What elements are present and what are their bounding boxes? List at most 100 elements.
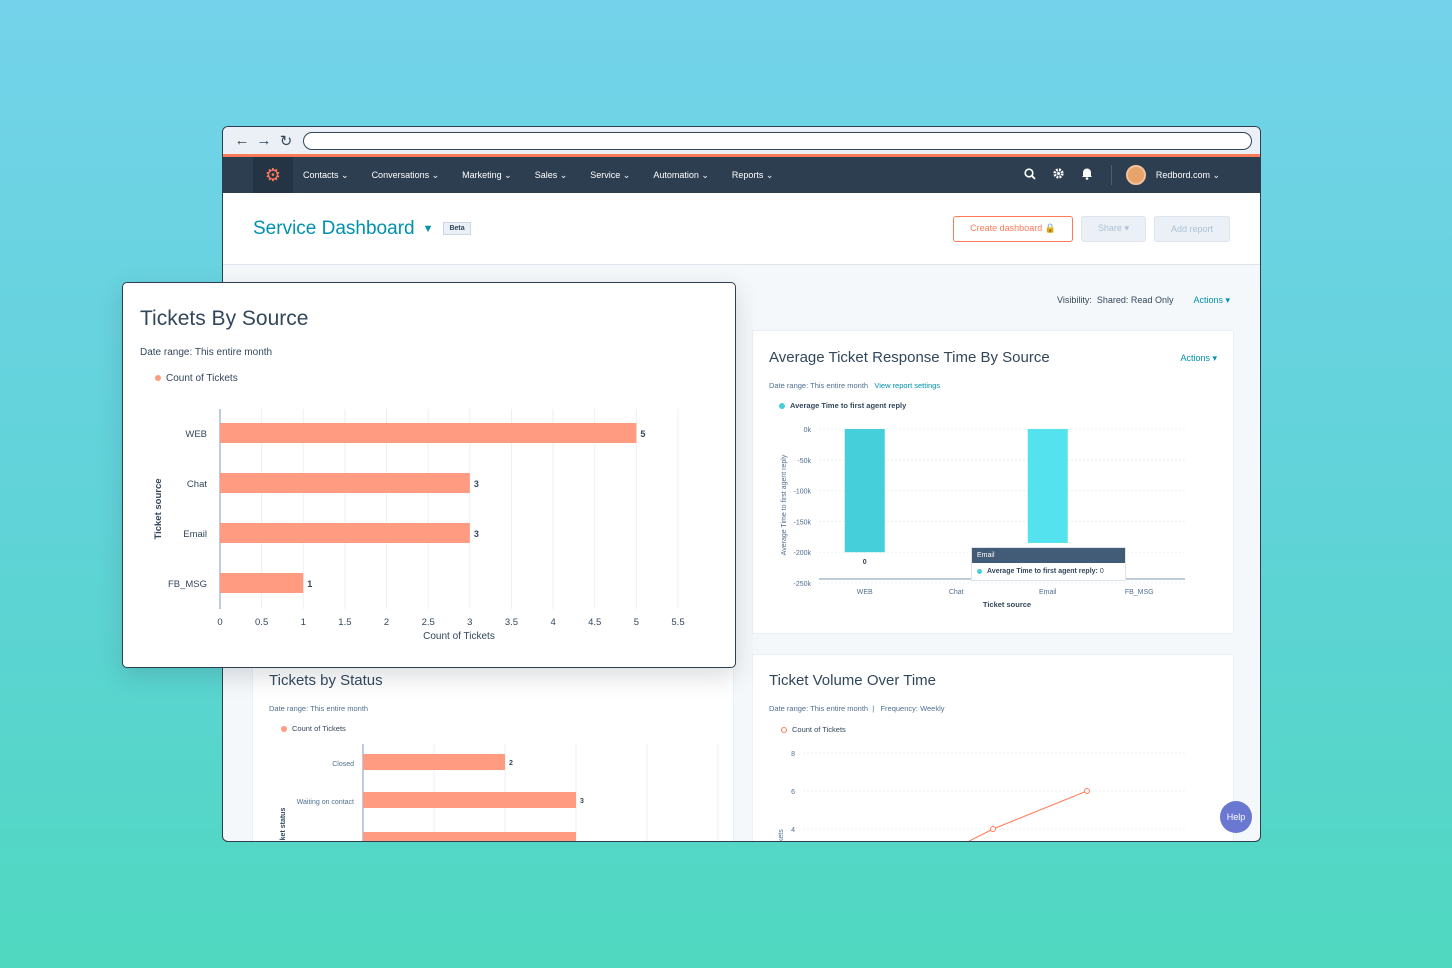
menu-service[interactable]: Service ⌄ bbox=[590, 169, 631, 180]
legend-dot bbox=[281, 726, 287, 733]
chart-tooltip: Email Average Time to first agent reply:… bbox=[971, 547, 1126, 581]
category-label: FB_MSG bbox=[168, 579, 207, 590]
data-point bbox=[990, 826, 996, 832]
tickets-by-source-chart: 0 0.5 1 1.5 2 2.5 3 3.5 4 4.5 5 5.5 WEB 5 Chat 3 Email 3 F… bbox=[153, 409, 685, 642]
visibility-row: Visibility: Shared: Read Only Actions ▾ bbox=[1057, 295, 1230, 306]
series-line bbox=[968, 828, 994, 841]
y-axis-label: t of Tickets bbox=[778, 829, 785, 842]
overlay-title: Tickets By Source bbox=[140, 307, 309, 330]
reload-icon[interactable]: ↻ bbox=[279, 132, 293, 150]
status-date-range: Date range: This entire month bbox=[269, 704, 369, 713]
browser-window: ← → ↻ ⚙ Contacts ⌄ Conversations ⌄ Marke… bbox=[222, 126, 1261, 842]
tooltip-label: Average Time to first agent reply: bbox=[987, 568, 1098, 575]
tooltip-value: 0 bbox=[1099, 568, 1104, 575]
add-report-button[interactable]: Add report bbox=[1153, 215, 1230, 242]
view-report-settings-link[interactable]: View report settings bbox=[874, 381, 941, 390]
visibility-label: Visibility: bbox=[1057, 295, 1092, 305]
url-bar[interactable] bbox=[303, 131, 1252, 150]
menu-reports[interactable]: Reports ⌄ bbox=[731, 169, 774, 180]
bar-value-label: 2 bbox=[509, 760, 513, 767]
overlay-legend: Count of Tickets bbox=[166, 373, 238, 384]
y-tick-label: 6 bbox=[791, 789, 795, 796]
y-tick-label: -150k bbox=[793, 519, 811, 526]
avg-response-actions[interactable]: Actions ▾ bbox=[1180, 353, 1217, 363]
tickets-by-source-card: Tickets By Source Date range: This entir… bbox=[122, 282, 736, 668]
y-tick-label: -50k bbox=[797, 458, 811, 465]
x-tick-label: 5.5 bbox=[671, 617, 684, 628]
header-buttons: Create dashboard 🔒 Share ▾ Add report bbox=[953, 215, 1230, 242]
series-line bbox=[992, 790, 1088, 830]
menu-automation[interactable]: Automation ⌄ bbox=[653, 169, 709, 180]
create-dashboard-button[interactable]: Create dashboard 🔒 bbox=[953, 215, 1073, 242]
avg-response-date-range: Date range: This entire month bbox=[769, 381, 869, 390]
bar bbox=[363, 832, 576, 841]
page-title[interactable]: Service Dashboard bbox=[253, 217, 415, 239]
top-navigation: ⚙ Contacts ⌄ Conversations ⌄ Marketing ⌄… bbox=[223, 157, 1260, 193]
category-label: Email bbox=[183, 529, 207, 540]
x-tick-label: Email bbox=[1039, 589, 1057, 596]
x-tick-label: 3 bbox=[467, 617, 472, 628]
legend-dot bbox=[977, 568, 982, 574]
y-axis-label: Average Time to first agent reply bbox=[781, 454, 788, 555]
y-tick-label: 4 bbox=[791, 827, 795, 834]
volume-card: Ticket Volume Over Time Date range: This… bbox=[752, 654, 1234, 842]
share-button[interactable]: Share ▾ bbox=[1080, 215, 1146, 242]
bar bbox=[363, 754, 505, 770]
y-tick-label: -100k bbox=[793, 489, 811, 496]
dashboard-header: Service Dashboard ▼ Beta Create dashboar… bbox=[223, 193, 1260, 265]
avatar[interactable] bbox=[1125, 165, 1146, 185]
legend-dot bbox=[155, 375, 161, 382]
bar bbox=[220, 473, 470, 493]
x-tick-label: 0.5 bbox=[255, 617, 268, 628]
avg-response-title: Average Ticket Response Time By Source bbox=[769, 349, 1050, 366]
menu-contacts[interactable]: Contacts ⌄ bbox=[303, 169, 349, 180]
help-button[interactable]: Help bbox=[1220, 801, 1252, 833]
status-title: Tickets by Status bbox=[269, 672, 383, 689]
dashboard-actions-button[interactable]: Actions ▾ bbox=[1193, 295, 1230, 305]
x-tick-label: 4 bbox=[550, 617, 555, 628]
x-tick-label: 1 bbox=[301, 617, 306, 628]
bar-value-label: 0 bbox=[863, 559, 867, 566]
bar-value-label: 5 bbox=[640, 429, 645, 439]
data-point bbox=[1084, 788, 1090, 794]
hubspot-logo-icon[interactable]: ⚙ bbox=[253, 157, 293, 193]
bar bbox=[220, 423, 637, 443]
bar bbox=[363, 792, 576, 808]
account-menu[interactable]: Redbord.com ⌄ bbox=[1155, 169, 1220, 180]
x-tick-label: 5 bbox=[634, 617, 639, 628]
category-label: Chat bbox=[187, 479, 207, 490]
back-arrow-icon[interactable]: ← bbox=[234, 132, 250, 149]
volume-title: Ticket Volume Over Time bbox=[769, 672, 936, 689]
x-tick-label: FB_MSG bbox=[1125, 589, 1154, 596]
gear-icon[interactable] bbox=[1052, 167, 1065, 183]
bell-icon[interactable] bbox=[1081, 167, 1093, 183]
legend-dot bbox=[781, 727, 787, 734]
y-axis-label: Ticket source bbox=[153, 478, 164, 539]
status-legend: Count of Tickets bbox=[292, 724, 346, 733]
x-tick-label: WEB bbox=[857, 589, 873, 596]
x-tick-label: 0 bbox=[217, 617, 222, 628]
forward-arrow-icon[interactable]: → bbox=[256, 132, 272, 149]
nav-right-group: Redbord.com ⌄ bbox=[1008, 165, 1220, 185]
status-chart: Closed 2 Waiting on contact 3 ket status bbox=[280, 744, 719, 841]
status-card: Tickets by Status Date range: This entir… bbox=[252, 657, 734, 841]
category-label: Waiting on contact bbox=[297, 799, 354, 806]
volume-legend: Count of Tickets bbox=[792, 725, 846, 734]
menu-conversations[interactable]: Conversations ⌄ bbox=[371, 169, 440, 180]
x-tick-label: 2.5 bbox=[422, 617, 435, 628]
search-icon[interactable] bbox=[1024, 167, 1036, 183]
bar-value-label: 1 bbox=[307, 579, 312, 589]
bar bbox=[220, 573, 304, 593]
overlay-date-range: Date range: This entire month bbox=[140, 347, 273, 358]
volume-chart: 8 6 4 t of Tickets bbox=[778, 751, 1185, 842]
category-label: WEB bbox=[185, 429, 207, 440]
volume-frequency: Frequency: Weekly bbox=[880, 704, 945, 713]
y-tick-label: 0k bbox=[804, 427, 812, 434]
bar-value-label: 3 bbox=[474, 529, 479, 539]
x-axis-label: Count of Tickets bbox=[423, 631, 495, 642]
tooltip-title: Email bbox=[972, 548, 1125, 563]
menu-marketing[interactable]: Marketing ⌄ bbox=[462, 169, 512, 180]
menu-sales[interactable]: Sales ⌄ bbox=[534, 169, 568, 180]
chevron-down-icon[interactable]: ▼ bbox=[422, 222, 434, 235]
x-tick-label: 4.5 bbox=[588, 617, 601, 628]
